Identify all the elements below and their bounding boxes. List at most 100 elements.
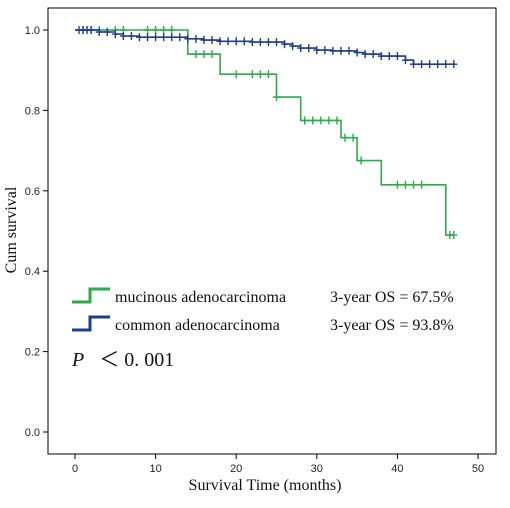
censor-mark-mucinous (317, 116, 325, 125)
censor-mark-mucinous (450, 231, 458, 240)
censor-mark-common (385, 52, 393, 61)
x-tick-label: 50 (472, 463, 484, 475)
censor-mark-common (87, 26, 95, 34)
y-tick-label: 0.8 (25, 105, 40, 117)
legend-name-mucinous: mucinous adenocarcinoma (115, 289, 286, 306)
x-axis-ticks: 0 10 20 30 40 50 (72, 454, 484, 475)
censor-mark-common (200, 36, 208, 45)
censor-mark-mucinous (393, 180, 401, 189)
censor-mark-common (176, 33, 184, 42)
legend-swatch-mucinous (72, 287, 110, 304)
p-value-annotation: P ＜ 0. 001 (71, 349, 174, 371)
censor-mark-common (289, 42, 297, 51)
y-axis-ticks: 0.0 0.2 0.4 0.6 0.8 1.0 (25, 25, 48, 439)
censor-mark-common (345, 46, 353, 55)
censor-mark-common (353, 48, 361, 57)
censor-mark-mucinous (341, 133, 349, 142)
censor-mark-common (127, 32, 135, 41)
y-axis-title: Cum survival (3, 186, 20, 273)
x-tick-label: 20 (230, 463, 242, 475)
x-axis-title: Survival Time (months) (189, 477, 342, 494)
censor-mark-common (103, 28, 111, 37)
legend-swatch-common (72, 315, 110, 332)
censor-mark-common (442, 60, 450, 69)
legend: mucinous adenocarcinoma 3-year OS = 67.5%… (72, 287, 454, 334)
censor-mark-common (369, 50, 377, 59)
censor-mark-common (337, 46, 345, 55)
censor-mark-common (450, 60, 458, 69)
censor-mark-common (248, 38, 256, 47)
y-tick-label: 0.6 (25, 186, 40, 198)
censor-mark-mucinous (301, 116, 309, 125)
censor-mark-mucinous (152, 26, 160, 34)
censor-mark-mucinous (192, 50, 200, 59)
y-tick-label: 0.2 (25, 347, 40, 359)
censor-mark-common (321, 46, 329, 55)
censor-mark-common (281, 40, 289, 49)
plot-frame (47, 7, 497, 455)
censor-mark-common (152, 33, 160, 42)
series-common (75, 26, 458, 69)
censor-mark-mucinous (333, 116, 341, 125)
censor-mark-common (410, 60, 418, 69)
censor-mark-mucinous (248, 70, 256, 79)
legend-os-common: 3-year OS = 93.8% (330, 317, 454, 334)
x-tick-label: 30 (311, 463, 323, 475)
censor-mark-mucinous (410, 180, 418, 189)
y-tick-label: 1.0 (25, 25, 40, 37)
censor-mark-mucinous (264, 70, 272, 79)
series-mucinous (75, 26, 458, 240)
censor-mark-common (329, 46, 337, 55)
censor-mark-common (192, 34, 200, 43)
censor-mark-mucinous (256, 70, 264, 79)
censor-mark-mucinous (349, 133, 357, 142)
x-tick-label: 40 (391, 463, 403, 475)
censor-mark-common (377, 52, 385, 61)
censor-mark-mucinous (232, 70, 240, 79)
censor-mark-common (434, 60, 442, 69)
censor-mark-common (361, 50, 369, 59)
censor-mark-common (111, 30, 119, 39)
censor-mark-mucinous (357, 156, 365, 165)
censor-mark-mucinous (309, 116, 317, 125)
censor-mark-common (224, 37, 232, 46)
censor-mark-common (426, 60, 434, 69)
y-tick-label: 0.0 (25, 427, 40, 439)
censor-mark-mucinous (160, 26, 168, 34)
censor-mark-common (135, 33, 143, 42)
censor-mark-common (184, 34, 192, 43)
censor-mark-mucinous (208, 50, 216, 59)
censor-mark-mucinous (325, 116, 333, 125)
censor-mark-common (232, 37, 240, 46)
censor-mark-common (95, 28, 103, 37)
censor-mark-common (393, 52, 401, 61)
legend-os-mucinous: 3-year OS = 67.5% (330, 289, 454, 306)
censor-mark-mucinous (401, 180, 409, 189)
y-tick-label: 0.4 (25, 266, 40, 278)
p-symbol: P (71, 349, 84, 371)
series-line-mucinous (75, 29, 454, 236)
censor-mark-common (313, 46, 321, 55)
censor-mark-common (273, 38, 280, 47)
censor-mark-mucinous (418, 180, 426, 189)
censor-mark-common (305, 44, 313, 53)
censor-mark-common (256, 38, 264, 47)
p-rest: ＜ 0. 001 (99, 349, 174, 371)
censor-mark-common (216, 37, 224, 46)
series-layer (75, 26, 458, 240)
censor-mark-mucinous (168, 26, 176, 34)
censor-mark-common (208, 36, 216, 45)
censor-mark-common (297, 44, 305, 53)
censor-mark-mucinous (144, 26, 152, 34)
legend-name-common: common adenocarcinoma (115, 317, 280, 334)
censor-mark-mucinous (200, 50, 208, 59)
censor-mark-common (160, 33, 168, 42)
censor-mark-common (168, 33, 176, 42)
censor-mark-common (240, 37, 248, 46)
censor-mark-common (418, 60, 426, 69)
censor-mark-common (144, 33, 152, 42)
censor-mark-common (264, 38, 272, 47)
censor-mark-common (119, 32, 127, 41)
